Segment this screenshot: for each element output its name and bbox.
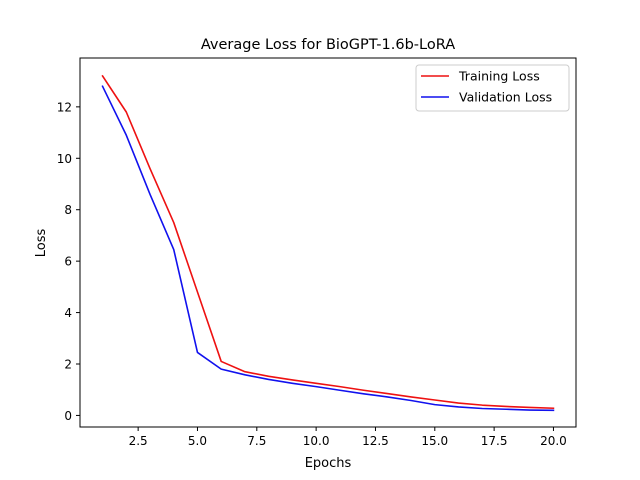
y-axis-label: Loss <box>34 229 49 258</box>
y-tick-label: 12 <box>57 100 72 114</box>
y-tick-label: 8 <box>64 203 72 217</box>
series-lines <box>101 74 555 412</box>
y-tick-label: 10 <box>57 152 72 166</box>
x-tick-label: 17.5 <box>481 434 508 448</box>
x-tick-label: 10.0 <box>303 434 330 448</box>
chart-title: Average Loss for BioGPT-1.6b-LoRA <box>201 37 455 53</box>
legend-label: Validation Loss <box>459 90 552 105</box>
y-tick-label: 2 <box>64 358 72 372</box>
legend: Training Loss Validation Loss <box>415 64 570 112</box>
y-axis: 0 2 4 6 8 10 12 <box>57 100 80 423</box>
x-tick-label: 2.5 <box>129 434 148 448</box>
x-tick-label: 15.0 <box>421 434 448 448</box>
legend-box <box>415 64 570 112</box>
series-line-training-loss <box>101 74 555 410</box>
y-tick-label: 6 <box>64 255 72 269</box>
y-tick-label: 0 <box>64 409 72 423</box>
plot-frame <box>79 57 577 428</box>
legend-label: Training Loss <box>458 69 540 84</box>
x-tick-label: 7.5 <box>247 434 266 448</box>
x-axis: 2.5 5.0 7.5 10.0 12.5 15.0 17.5 20.0 <box>129 427 567 448</box>
series-line-validation-loss <box>101 85 555 412</box>
x-tick-label: 5.0 <box>188 434 207 448</box>
x-tick-label: 12.5 <box>362 434 389 448</box>
y-tick-label: 4 <box>64 306 72 320</box>
x-axis-label: Epochs <box>305 456 352 471</box>
x-tick-label: 20.0 <box>540 434 567 448</box>
